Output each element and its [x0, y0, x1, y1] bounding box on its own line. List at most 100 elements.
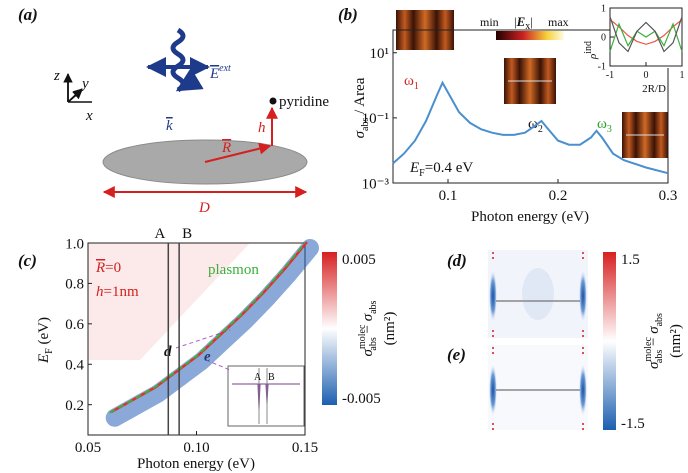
inset-x-label: 2R/D [642, 83, 666, 95]
series-name: plasmon [208, 262, 259, 278]
label-part: abs [654, 313, 665, 326]
y-axis-label: EF (eV) [36, 317, 55, 364]
height-label: h [258, 120, 266, 136]
axis-x: x [85, 108, 93, 124]
inset-label: B [268, 372, 275, 383]
colorbar-unit: (nm²) [382, 312, 398, 346]
y-tick-label: 10¹ [370, 46, 390, 62]
x-axis-label: Photon energy (eV) [137, 456, 255, 472]
v-line-label: A [154, 226, 165, 242]
sub: 2 [538, 124, 543, 135]
label-part: − [360, 321, 376, 337]
sym: ω [404, 73, 414, 89]
x-tick-label: 0.2 [549, 188, 568, 204]
sym: E [36, 354, 52, 364]
x-tick-label: 0.1 [439, 188, 458, 204]
x-axis-label: Photon energy (eV) [471, 209, 589, 225]
text: (eV) [36, 317, 52, 348]
figure: (a) z y x Eext k R h pyridine D (b) σabs… [0, 0, 688, 473]
x-tick-label: 1 [680, 70, 685, 81]
panel-label: (d) [447, 251, 467, 270]
label-part: abs [654, 350, 665, 363]
y-tick-label: 0.8 [65, 277, 84, 293]
x-tick-label: 0 [644, 70, 649, 81]
colorbar-label: σmolecabs − σabs [643, 313, 665, 369]
field-image [488, 345, 588, 430]
sym: E [409, 160, 419, 176]
x-tick-label: 0.05 [75, 440, 101, 456]
symbol: E [516, 14, 526, 29]
y-tick-label: -1 [598, 62, 606, 73]
colorbar-min: min [480, 15, 499, 29]
colorbar [496, 31, 564, 40]
annotation: ω3 [597, 116, 612, 135]
molecule-label: pyridine [279, 94, 329, 110]
colorbar-tick-label: 0.005 [342, 252, 376, 268]
y-tick-label: 10⁻¹ [362, 111, 389, 127]
colorbar-label: σmolecabs − σabs [357, 300, 379, 356]
panel-b: (b) σabs / Area Photon energy (eV) min |… [338, 4, 685, 226]
colorbar-tick-label: 1.5 [621, 252, 640, 268]
label-part: abs [368, 337, 379, 350]
colorbar-max: max [548, 15, 569, 29]
sup: ind [583, 41, 594, 54]
panel-de: (d) (e) 1.5 -1.5 σmolecabs − σabs(nm²) [447, 250, 684, 432]
wavevector-label: k [166, 118, 173, 134]
label-part: abs [368, 300, 379, 313]
sub: 3 [607, 124, 612, 135]
panel-label: (c) [18, 251, 37, 270]
x-tick-label: 0.3 [659, 188, 678, 204]
molecule-dot [270, 98, 277, 105]
inset [228, 366, 304, 426]
annotation: R=0 [95, 260, 121, 276]
y-tick-label: 0.2 [65, 398, 84, 414]
axis-z: z [53, 68, 60, 84]
colorbar-tick-label: -1.5 [621, 416, 645, 432]
y-tick-label: 1 [601, 4, 606, 15]
field-symbol: E [209, 66, 219, 82]
annotation: ω1 [404, 73, 419, 92]
field-sup: ext [219, 63, 231, 74]
sym: R [95, 260, 105, 276]
bar: | [530, 14, 533, 29]
annotation: h=1nm [96, 284, 139, 300]
axis-arrow [68, 89, 82, 102]
wave-arrow [173, 30, 183, 90]
annotation: EF=0.4 eV [409, 160, 473, 179]
field-label: Eext [209, 63, 231, 82]
y-tick-label: 1.0 [65, 236, 84, 252]
diameter-label: D [198, 200, 210, 216]
colorbar-unit: (nm²) [668, 324, 684, 358]
colorbar [603, 252, 616, 430]
sym: ω [597, 116, 607, 132]
diagram: (a) z y x Eext k R h pyridine D [18, 5, 329, 216]
text: =0.4 eV [425, 160, 474, 176]
text: =0 [105, 260, 121, 276]
y-axis-label: σabs / Area [352, 77, 371, 138]
panel-label: (b) [338, 5, 358, 24]
colorbar-tick-label: -0.005 [342, 391, 381, 407]
axis-y: y [80, 76, 89, 92]
x-tick-label: 0.15 [292, 440, 318, 456]
x-tick-label: -1 [606, 70, 614, 81]
x-tick-label: 0.10 [183, 440, 209, 456]
position-label: R [221, 140, 231, 156]
inset-y-label: ρind [583, 41, 599, 60]
panel-label: (e) [447, 345, 466, 364]
text: =1nm [104, 284, 139, 300]
colorbar-title: |Ex| [514, 14, 533, 32]
v-line-label: B [182, 226, 192, 242]
colorbar [322, 252, 337, 405]
y-tick-label: 10⁻³ [362, 176, 390, 192]
y-tick-label: 0.6 [65, 317, 84, 333]
label-part: − [646, 334, 662, 350]
field-blob [522, 268, 554, 320]
panel-c: (c) EF (eV) Photon energy (eV) R=0 h=1nm… [18, 226, 398, 472]
sub: 1 [414, 81, 419, 92]
y-tick-label: 0 [601, 33, 606, 44]
inset-plot: -1 0 1 -1 0 1 [598, 4, 685, 82]
inset-label: A [254, 372, 262, 383]
y-tick-label: 0.4 [65, 358, 84, 374]
sym: h [96, 284, 104, 300]
panel-label: (a) [18, 5, 38, 24]
